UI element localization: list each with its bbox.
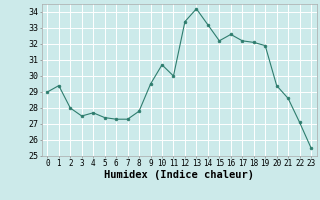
- X-axis label: Humidex (Indice chaleur): Humidex (Indice chaleur): [104, 170, 254, 180]
